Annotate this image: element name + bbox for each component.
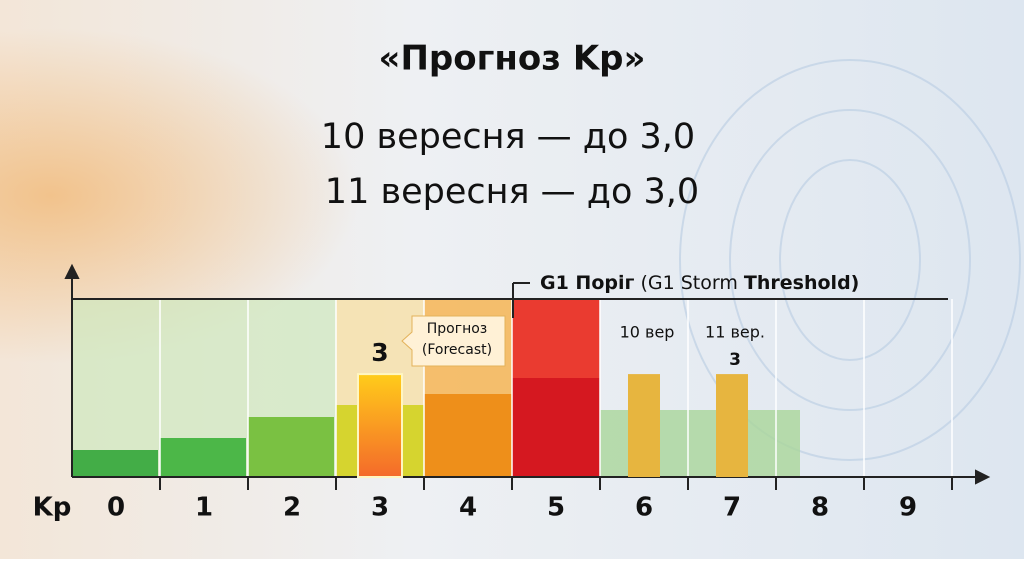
callout-box xyxy=(401,315,506,367)
threshold-label: G1 Поріг (G1 Storm Threshold) xyxy=(540,272,859,294)
x-tick-label: 2 xyxy=(283,493,301,523)
callout-label: Прогноз xyxy=(427,321,488,337)
threshold-normal: (G1 Storm xyxy=(640,272,737,294)
axes xyxy=(64,263,991,485)
x-tick-label: 9 xyxy=(899,493,917,523)
x-tick-label: 8 xyxy=(811,493,829,523)
field-lines xyxy=(679,59,1021,461)
x-tick-label: 4 xyxy=(459,493,477,523)
x-tick-label: 5 xyxy=(547,493,565,523)
x-tick-label: 3 xyxy=(371,493,389,523)
x-tick-label: 7 xyxy=(723,493,741,523)
threshold-bold: G1 Поріг xyxy=(540,272,634,294)
column-dividers xyxy=(159,299,953,477)
day-label: 10 вер xyxy=(620,323,675,342)
subtitle-line: 11 вересня — до 3,0 xyxy=(325,172,699,212)
day-bar xyxy=(716,374,748,477)
title: «Прогноз Kp» xyxy=(379,39,646,79)
day-value: 3 xyxy=(729,350,741,370)
forecast-bar xyxy=(357,373,403,479)
subtitle-line: 10 вересня — до 3,0 xyxy=(321,117,695,157)
x-tick-label: 0 xyxy=(107,493,125,523)
callout-sublabel: (Forecast) xyxy=(422,342,492,358)
day-label: 11 вер. xyxy=(705,323,765,342)
threshold-bold-end: Threshold) xyxy=(744,272,859,294)
forecast-value: 3 xyxy=(371,338,388,367)
x-tick-label: 1 xyxy=(195,493,213,523)
day-bar xyxy=(628,374,660,477)
axis-label: Kp xyxy=(33,493,72,523)
zones xyxy=(72,299,800,477)
x-tick-label: 6 xyxy=(635,493,653,523)
